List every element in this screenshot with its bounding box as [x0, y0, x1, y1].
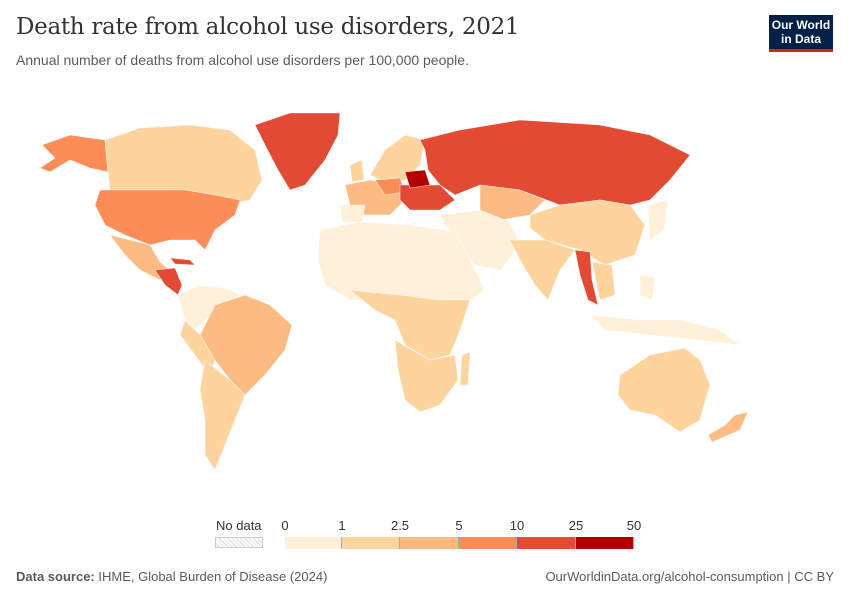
world-map	[39, 112, 749, 471]
legend-tick: 1	[338, 518, 346, 533]
region-usa[interactable]	[94, 189, 241, 251]
source-text: IHME, Global Burden of Disease (2024)	[98, 569, 328, 584]
region-japan-korea[interactable]	[647, 199, 669, 241]
color-legend: No data 0 1 2.5 5 10 25 50	[0, 515, 850, 555]
legend-tick: 50	[626, 518, 642, 533]
legend-tick: 10	[509, 518, 525, 533]
region-southeast-asia[interactable]	[591, 261, 616, 301]
legend-tick: 25	[568, 518, 584, 533]
region-central-africa[interactable]	[349, 289, 471, 361]
region-madagascar[interactable]	[459, 351, 471, 386]
region-philippines[interactable]	[639, 274, 656, 301]
region-australia[interactable]	[617, 347, 711, 433]
legend-bin[interactable]	[342, 537, 400, 549]
owid-logo[interactable]: Our World in Data	[769, 15, 833, 52]
region-myanmar[interactable]	[574, 249, 599, 306]
legend-bin[interactable]	[576, 537, 634, 549]
region-uk[interactable]	[349, 159, 365, 183]
source-link[interactable]: OurWorldinData.org/alcohol-consumption	[545, 569, 784, 584]
legend-bin[interactable]	[459, 537, 517, 549]
legend-tick: 5	[455, 518, 463, 533]
legend-tick: 0	[281, 518, 289, 533]
region-southern-cone[interactable]	[199, 359, 246, 471]
region-new-zealand[interactable]	[707, 411, 749, 443]
region-alaska[interactable]	[39, 134, 109, 173]
region-russia[interactable]	[419, 119, 691, 206]
no-data-label: No data	[216, 518, 262, 533]
legend-bin[interactable]	[285, 537, 342, 549]
page-title: Death rate from alcohol use disorders, 2…	[16, 14, 520, 40]
license: CC BY	[794, 569, 834, 584]
region-central-america[interactable]	[154, 267, 183, 296]
region-greenland[interactable]	[254, 112, 341, 191]
legend-bin[interactable]	[517, 537, 576, 549]
legend-tick: 2.5	[390, 518, 410, 533]
region-india[interactable]	[509, 239, 576, 301]
legend-bin[interactable]	[400, 537, 459, 549]
region-caribbean[interactable]	[169, 257, 196, 266]
footer-credit: OurWorldinData.org/alcohol-consumption |…	[545, 569, 834, 584]
page-subtitle: Annual number of deaths from alcohol use…	[16, 52, 469, 68]
region-china[interactable]	[529, 199, 646, 266]
region-iberia[interactable]	[339, 204, 366, 223]
region-southern-africa[interactable]	[394, 339, 459, 413]
no-data-swatch	[215, 537, 263, 548]
source-label: Data source:	[16, 569, 95, 584]
region-indonesia[interactable]	[589, 314, 742, 346]
data-source: Data source: IHME, Global Burden of Dise…	[16, 569, 327, 584]
region-belarus[interactable]	[404, 169, 431, 189]
